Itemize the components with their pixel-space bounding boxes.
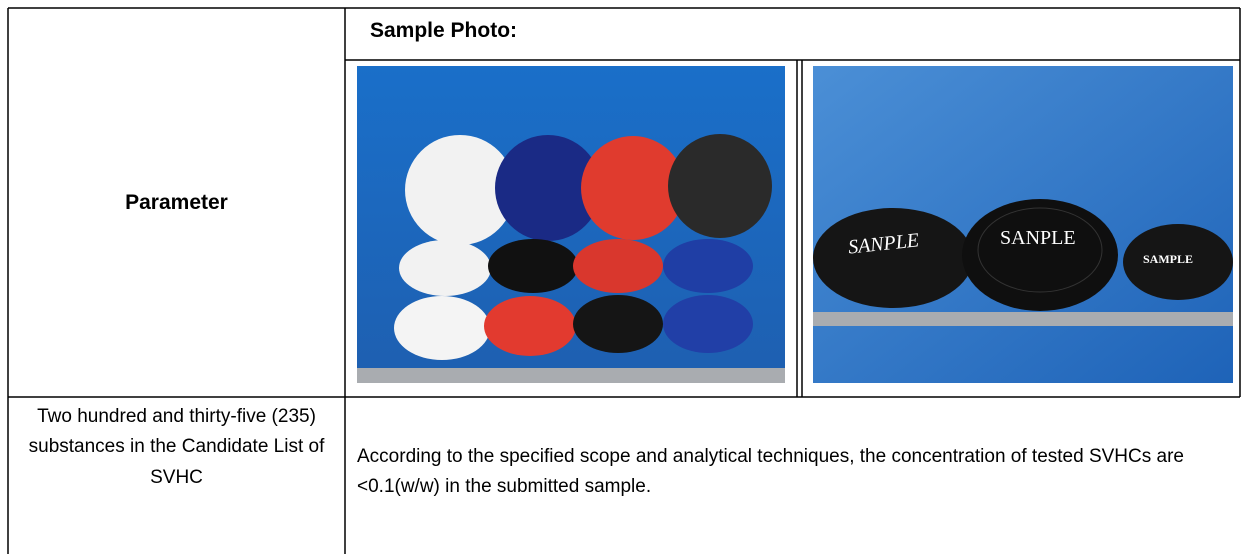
disc-label: SANPLE — [1000, 227, 1076, 249]
result-cell: According to the specified scope and ana… — [357, 446, 1184, 498]
disc-label: SAMPLE — [1143, 252, 1194, 266]
photo-right — [813, 66, 1233, 383]
photo-left — [357, 66, 785, 383]
parameter-header: Parameter — [125, 190, 228, 214]
sample-photo-header: Sample Photo: — [370, 19, 518, 42]
table-borders — [7, 7, 1241, 554]
parameter-cell: Two hundred and thirty-five (235) substa… — [28, 406, 325, 488]
